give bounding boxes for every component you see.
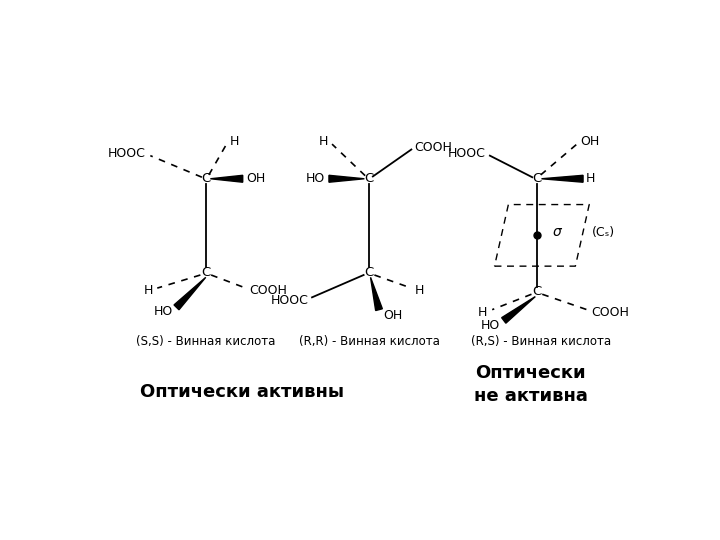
- Text: C: C: [532, 286, 541, 299]
- Polygon shape: [541, 176, 583, 182]
- Text: Оптически активны: Оптически активны: [140, 383, 344, 401]
- Text: C: C: [364, 266, 374, 279]
- Text: H: H: [144, 284, 153, 297]
- Text: OH: OH: [383, 308, 402, 321]
- Polygon shape: [371, 278, 382, 310]
- Text: (Cₛ): (Cₛ): [593, 226, 616, 239]
- Text: OH: OH: [580, 136, 599, 148]
- Text: C: C: [201, 266, 210, 279]
- Polygon shape: [210, 176, 243, 182]
- Text: H: H: [586, 172, 595, 185]
- Text: HO: HO: [481, 319, 500, 332]
- Text: HOOC: HOOC: [270, 294, 308, 307]
- Text: COOH: COOH: [415, 141, 452, 154]
- Text: HOOC: HOOC: [447, 147, 485, 160]
- Text: C: C: [201, 172, 210, 185]
- Text: COOH: COOH: [250, 284, 287, 297]
- Text: C: C: [532, 172, 541, 185]
- Text: (R,R) - Винная кислота: (R,R) - Винная кислота: [299, 335, 439, 348]
- Text: C: C: [364, 172, 374, 185]
- Text: H: H: [478, 306, 487, 319]
- Text: (R,S) - Винная кислота: (R,S) - Винная кислота: [471, 335, 611, 348]
- Text: HOOC: HOOC: [108, 147, 145, 160]
- Polygon shape: [174, 278, 206, 310]
- Text: COOH: COOH: [590, 306, 629, 319]
- Text: σ: σ: [552, 225, 561, 239]
- Text: H: H: [230, 136, 239, 148]
- Text: (S,S) - Винная кислота: (S,S) - Винная кислота: [136, 335, 276, 348]
- Polygon shape: [502, 296, 535, 323]
- Text: Оптически
не активна: Оптически не активна: [474, 363, 588, 405]
- Text: H: H: [415, 284, 425, 297]
- Text: HO: HO: [154, 305, 174, 318]
- Text: H: H: [319, 136, 328, 148]
- Text: HO: HO: [306, 172, 325, 185]
- Polygon shape: [329, 176, 364, 182]
- Text: OH: OH: [246, 172, 265, 185]
